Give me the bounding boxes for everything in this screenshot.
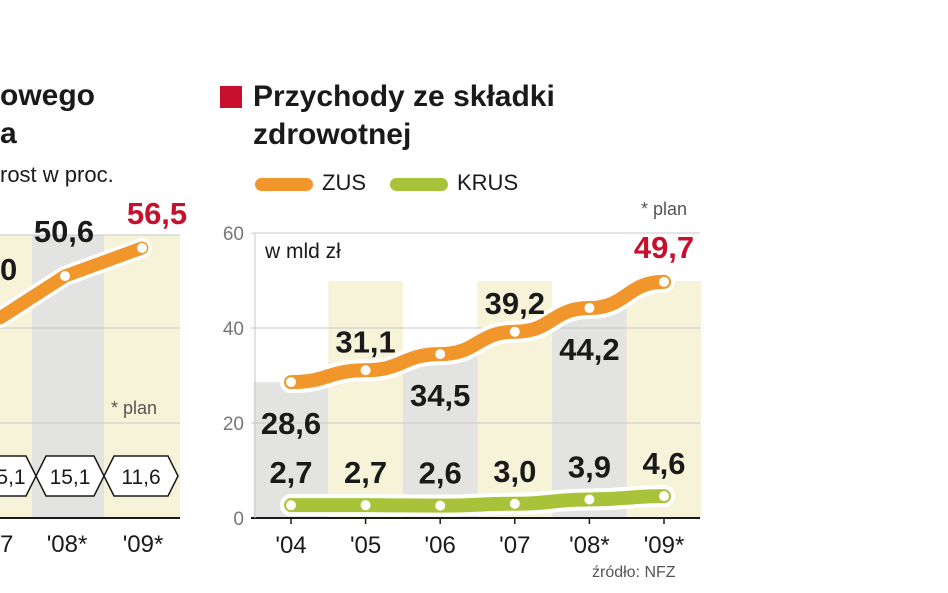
krus-point [584,494,595,505]
zus-line [284,274,671,390]
left-x-tick: '08* [47,531,88,558]
y-tick-label: 60 [223,224,244,245]
left-point [137,243,147,253]
zus-value-label: 34,5 [410,378,470,413]
krus-value-label: 2,7 [344,455,387,490]
x-tick-label: '04 [275,532,306,559]
x-tick-label: '07 [499,532,530,559]
x-tick-label: '08* [569,532,610,559]
zus-value-label: 49,7 [634,230,694,265]
zus-point [360,365,371,376]
legend-label-zus: ZUS [322,170,366,195]
left-title-line1: owego [0,79,95,112]
legend-swatch-krus [390,178,448,191]
left-value-label: 50,6 [34,214,94,249]
left-plan-note: * plan [111,398,157,418]
krus-value-label: 3,9 [568,449,611,484]
y-tick-label: 20 [223,414,244,435]
x-tick-label: '05 [350,532,381,559]
zus-point [509,326,520,337]
chart-title: Przychody ze składki zdrowotnej [253,80,555,151]
plot-band [402,354,478,518]
plot-band [328,281,403,518]
krus-value-label: 3,0 [493,454,536,489]
left-pct-hexagon [103,455,179,497]
krus-value-label: 2,6 [419,456,462,491]
zus-value-label: 31,1 [335,324,395,359]
zus-value-label: 28,6 [261,406,321,441]
krus-value-label: 2,7 [269,455,312,490]
left-value-label: 56,5 [127,196,187,231]
left-point [60,271,70,281]
legend-label-krus: KRUS [457,170,519,195]
source-note: źródło: NFZ [592,564,676,581]
unit-label: w mld zł [265,240,341,263]
left-x-tick: 7 [0,531,13,558]
krus-value-label: 4,6 [642,446,685,481]
plot-band [552,308,627,518]
y-tick-label: 0 [233,509,244,530]
x-tick-label: '09* [644,532,685,559]
left-pct-label: 15,1 [50,466,91,489]
krus-point [435,500,446,511]
krus-line [284,489,671,513]
krus-point [360,500,371,511]
left-title-line2: a [0,117,17,150]
zus-point [286,377,296,388]
x-tick-label: '06 [425,532,456,559]
left-value-label: 0 [0,252,17,287]
zus-point [435,349,446,360]
krus-point [659,491,669,502]
zus-point [659,276,669,287]
zus-point [584,303,595,314]
left-x-tick: '09* [123,531,164,558]
left-pct-label: 5,1 [0,466,26,489]
plan-note: * plan [641,199,688,219]
left-pct-label: 11,6 [121,466,160,489]
y-tick-label: 40 [223,319,244,340]
legend-swatch-zus [255,178,313,191]
accent-square [220,86,242,108]
krus-point [509,498,520,509]
plot-band [626,281,702,518]
zus-value-label: 39,2 [485,286,545,321]
krus-point [286,500,296,511]
zus-value-label: 44,2 [559,332,619,367]
left-subtitle: rost w proc. [0,162,114,187]
